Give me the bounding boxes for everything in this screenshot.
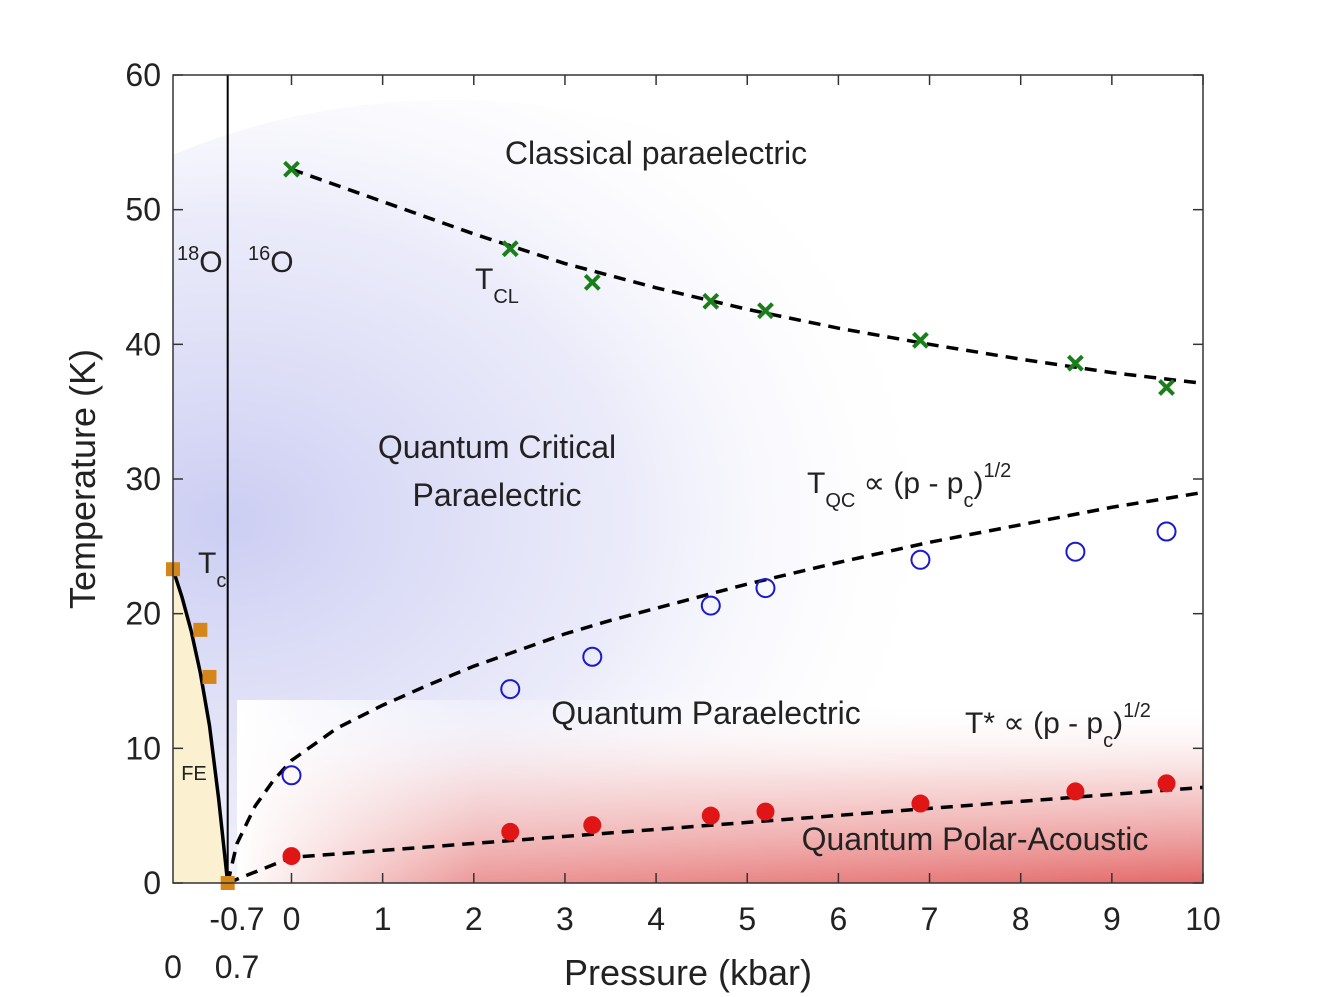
y-tick-label: 20 <box>125 596 161 632</box>
tick-labels: 0 1 2 3 4 5 6 7 8 9 10 0 10 20 30 40 50 60 <box>125 57 1220 937</box>
point-filled-circle <box>756 802 775 821</box>
region-classical-paraelectric: Classical paraelectric <box>505 135 807 171</box>
point-filled-circle <box>1066 782 1085 801</box>
point-open-circle <box>1065 541 1086 562</box>
isotope-label-16o: 16O <box>248 243 294 279</box>
x-axis-title: Pressure (kbar) <box>564 952 812 993</box>
y-tick-label: 30 <box>125 461 161 497</box>
point-square <box>202 669 217 684</box>
region-quantum-paraelectric: Quantum Paraelectric <box>551 695 860 731</box>
plot-frame <box>172 74 1204 884</box>
point-open-circle <box>755 578 776 599</box>
point-filled-circle <box>1157 774 1176 793</box>
point-open-circle <box>1156 521 1177 542</box>
x-tick-label: 10 <box>1185 901 1221 937</box>
point-filled-circle <box>282 847 301 866</box>
point-filled-circle <box>701 806 720 825</box>
tcl-label: TCL <box>475 263 519 308</box>
x-tick-label: 6 <box>829 901 847 937</box>
y-tick-label: 60 <box>125 57 161 93</box>
point-square <box>193 622 208 637</box>
y-tick-label: 0 <box>143 865 161 901</box>
region-quantum-critical-line2: Paraelectric <box>413 477 582 513</box>
tstar-label: T* ∝ (p - pc)1/2 <box>965 700 1151 752</box>
tqc-label: TQC ∝ (p - pc)1/2 <box>807 460 1011 512</box>
point-open-circle <box>582 646 603 667</box>
region-quantum-polar-acoustic: Quantum Polar-Acoustic <box>802 821 1149 857</box>
point-open-circle <box>281 765 302 786</box>
point-x-marker <box>283 160 300 178</box>
axis-ticks <box>173 74 1204 884</box>
point-open-circle <box>910 549 931 570</box>
point-open-circle <box>500 679 521 700</box>
point-x-marker <box>1158 379 1175 396</box>
isotope-label-18o: 18O <box>177 243 223 279</box>
point-open-circle <box>700 595 721 616</box>
x-tick-label: 8 <box>1012 901 1030 937</box>
point-x-marker <box>583 273 601 291</box>
secondary-x-tick-1: 0.7 <box>215 949 259 985</box>
x-tick-label: 2 <box>465 901 483 937</box>
blue-region <box>173 100 1010 883</box>
y-tick-label: 50 <box>125 192 161 228</box>
point-filled-circle <box>911 794 930 813</box>
fit-curve-3 <box>171 568 230 884</box>
x-tick-label: 5 <box>738 901 756 937</box>
point-x-marker <box>757 302 774 320</box>
region-ferroelectric: FE <box>181 763 207 785</box>
region-quantum-critical-line1: Quantum Critical <box>378 429 616 465</box>
point-filled-circle <box>583 816 602 835</box>
tc-label: Tc <box>198 547 226 592</box>
fit-curve-0 <box>290 167 1204 386</box>
x-tick-label: 3 <box>556 901 574 937</box>
point-x-marker <box>1066 354 1084 372</box>
x-tick-label: 9 <box>1103 901 1121 937</box>
extra-x-tick-label: -0.7 <box>209 901 264 937</box>
x-tick-label: 1 <box>374 901 392 937</box>
x-tick-label: 0 <box>283 901 301 937</box>
y-tick-label: 10 <box>125 730 161 766</box>
x-tick-label: 4 <box>647 901 665 937</box>
y-tick-label: 40 <box>125 326 161 362</box>
secondary-x-tick-0: 0 <box>164 949 182 985</box>
data-points <box>166 160 1177 890</box>
point-x-marker <box>501 240 519 258</box>
x-tick-label: 7 <box>921 901 939 937</box>
y-axis-title: Temperature (K) <box>62 349 103 609</box>
point-x-marker <box>702 292 720 310</box>
point-filled-circle <box>501 822 520 841</box>
point-x-marker <box>912 331 929 349</box>
ferroelectric-region <box>173 569 228 883</box>
